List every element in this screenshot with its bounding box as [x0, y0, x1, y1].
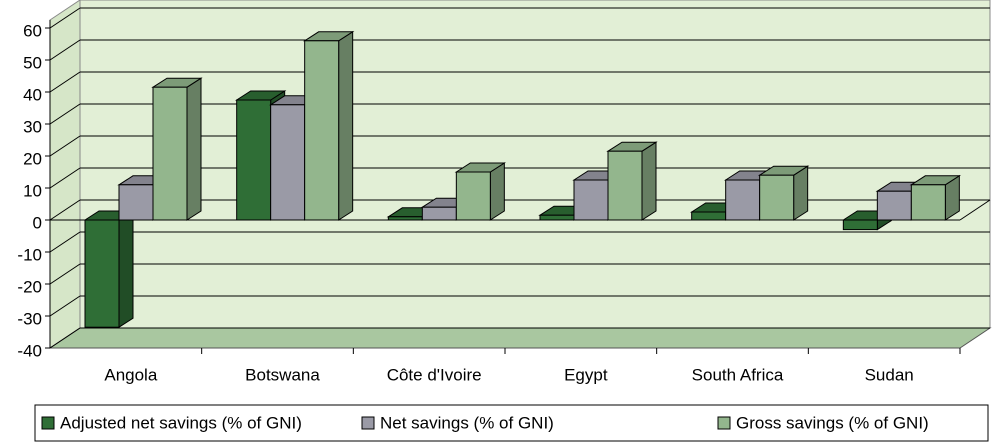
- bar: [151, 77, 203, 221]
- legend-box: [34, 404, 989, 442]
- legend-label: Gross savings (% of GNI): [736, 413, 929, 432]
- bar-front: [573, 179, 609, 221]
- grid-line-side: [49, 263, 81, 285]
- bar-front: [304, 40, 340, 221]
- y-tick-label: -10: [17, 245, 42, 264]
- x-tick-label: Angola: [104, 365, 157, 384]
- legend-swatch: [361, 416, 375, 430]
- x-tick-label: Sudan: [865, 365, 914, 384]
- grid-line-side: [49, 71, 81, 93]
- bar-front: [387, 216, 423, 221]
- floor: [48, 327, 992, 349]
- grid-line-side: [49, 327, 81, 349]
- bar-front: [455, 171, 491, 221]
- zero-axis-back: [959, 199, 991, 221]
- bar: [757, 165, 810, 221]
- y-tick-label: 10: [23, 181, 42, 200]
- legend-swatch: [717, 416, 731, 430]
- bar-front: [539, 214, 575, 221]
- bar-side: [186, 77, 202, 221]
- grid-line-side: [49, 39, 81, 61]
- bar-front: [152, 86, 188, 221]
- back-wall: [79, 0, 991, 329]
- x-tick-label: South Africa: [692, 365, 784, 384]
- grid-line-side: [49, 135, 81, 157]
- bar-front: [759, 174, 795, 221]
- y-tick-label: -40: [17, 341, 42, 360]
- bar: [302, 30, 355, 221]
- legend-label: Net savings (% of GNI): [380, 413, 554, 432]
- y-tick-label: 0: [33, 213, 42, 232]
- bar-side: [489, 162, 505, 221]
- y-tick-label: -30: [17, 309, 42, 328]
- grid-line-side: [49, 167, 81, 189]
- legend-label: Adjusted net savings (% of GNI): [60, 413, 302, 432]
- grid-line-side: [49, 231, 81, 253]
- y-tick-label: 50: [23, 53, 42, 72]
- bar-side: [118, 210, 134, 329]
- bar-front: [725, 179, 761, 221]
- grid-line-side: [49, 199, 81, 221]
- bar-front: [236, 99, 272, 221]
- grid-line-side: [49, 103, 81, 125]
- side-wall: [49, 0, 81, 349]
- bar-side: [338, 30, 354, 221]
- bar: [606, 141, 658, 221]
- bar-front: [421, 206, 457, 221]
- bar-front: [691, 211, 727, 221]
- bar-side: [641, 141, 657, 221]
- grid-line-side: [49, 7, 81, 29]
- bar-front: [910, 184, 946, 221]
- bar-front: [270, 104, 306, 221]
- y-tick-label: 60: [23, 21, 42, 40]
- bar-front: [84, 219, 120, 328]
- y-tick-label: 30: [23, 117, 42, 136]
- x-tick-label: Côte d'Ivoire: [387, 365, 482, 384]
- legend-swatch: [41, 416, 55, 430]
- x-tick-label: Egypt: [564, 365, 608, 384]
- grid-line-side: [49, 295, 81, 317]
- bar-front: [842, 219, 878, 231]
- y-tick-label: 40: [23, 85, 42, 104]
- y-tick-label: -20: [17, 277, 42, 296]
- bar-front: [876, 190, 912, 221]
- y-tick-label: 20: [23, 149, 42, 168]
- x-tick-label: Botswana: [245, 365, 320, 384]
- bar-front: [118, 184, 154, 221]
- bar: [83, 210, 135, 329]
- bar-front: [607, 150, 643, 221]
- bar: [454, 162, 507, 221]
- bar: [909, 174, 962, 221]
